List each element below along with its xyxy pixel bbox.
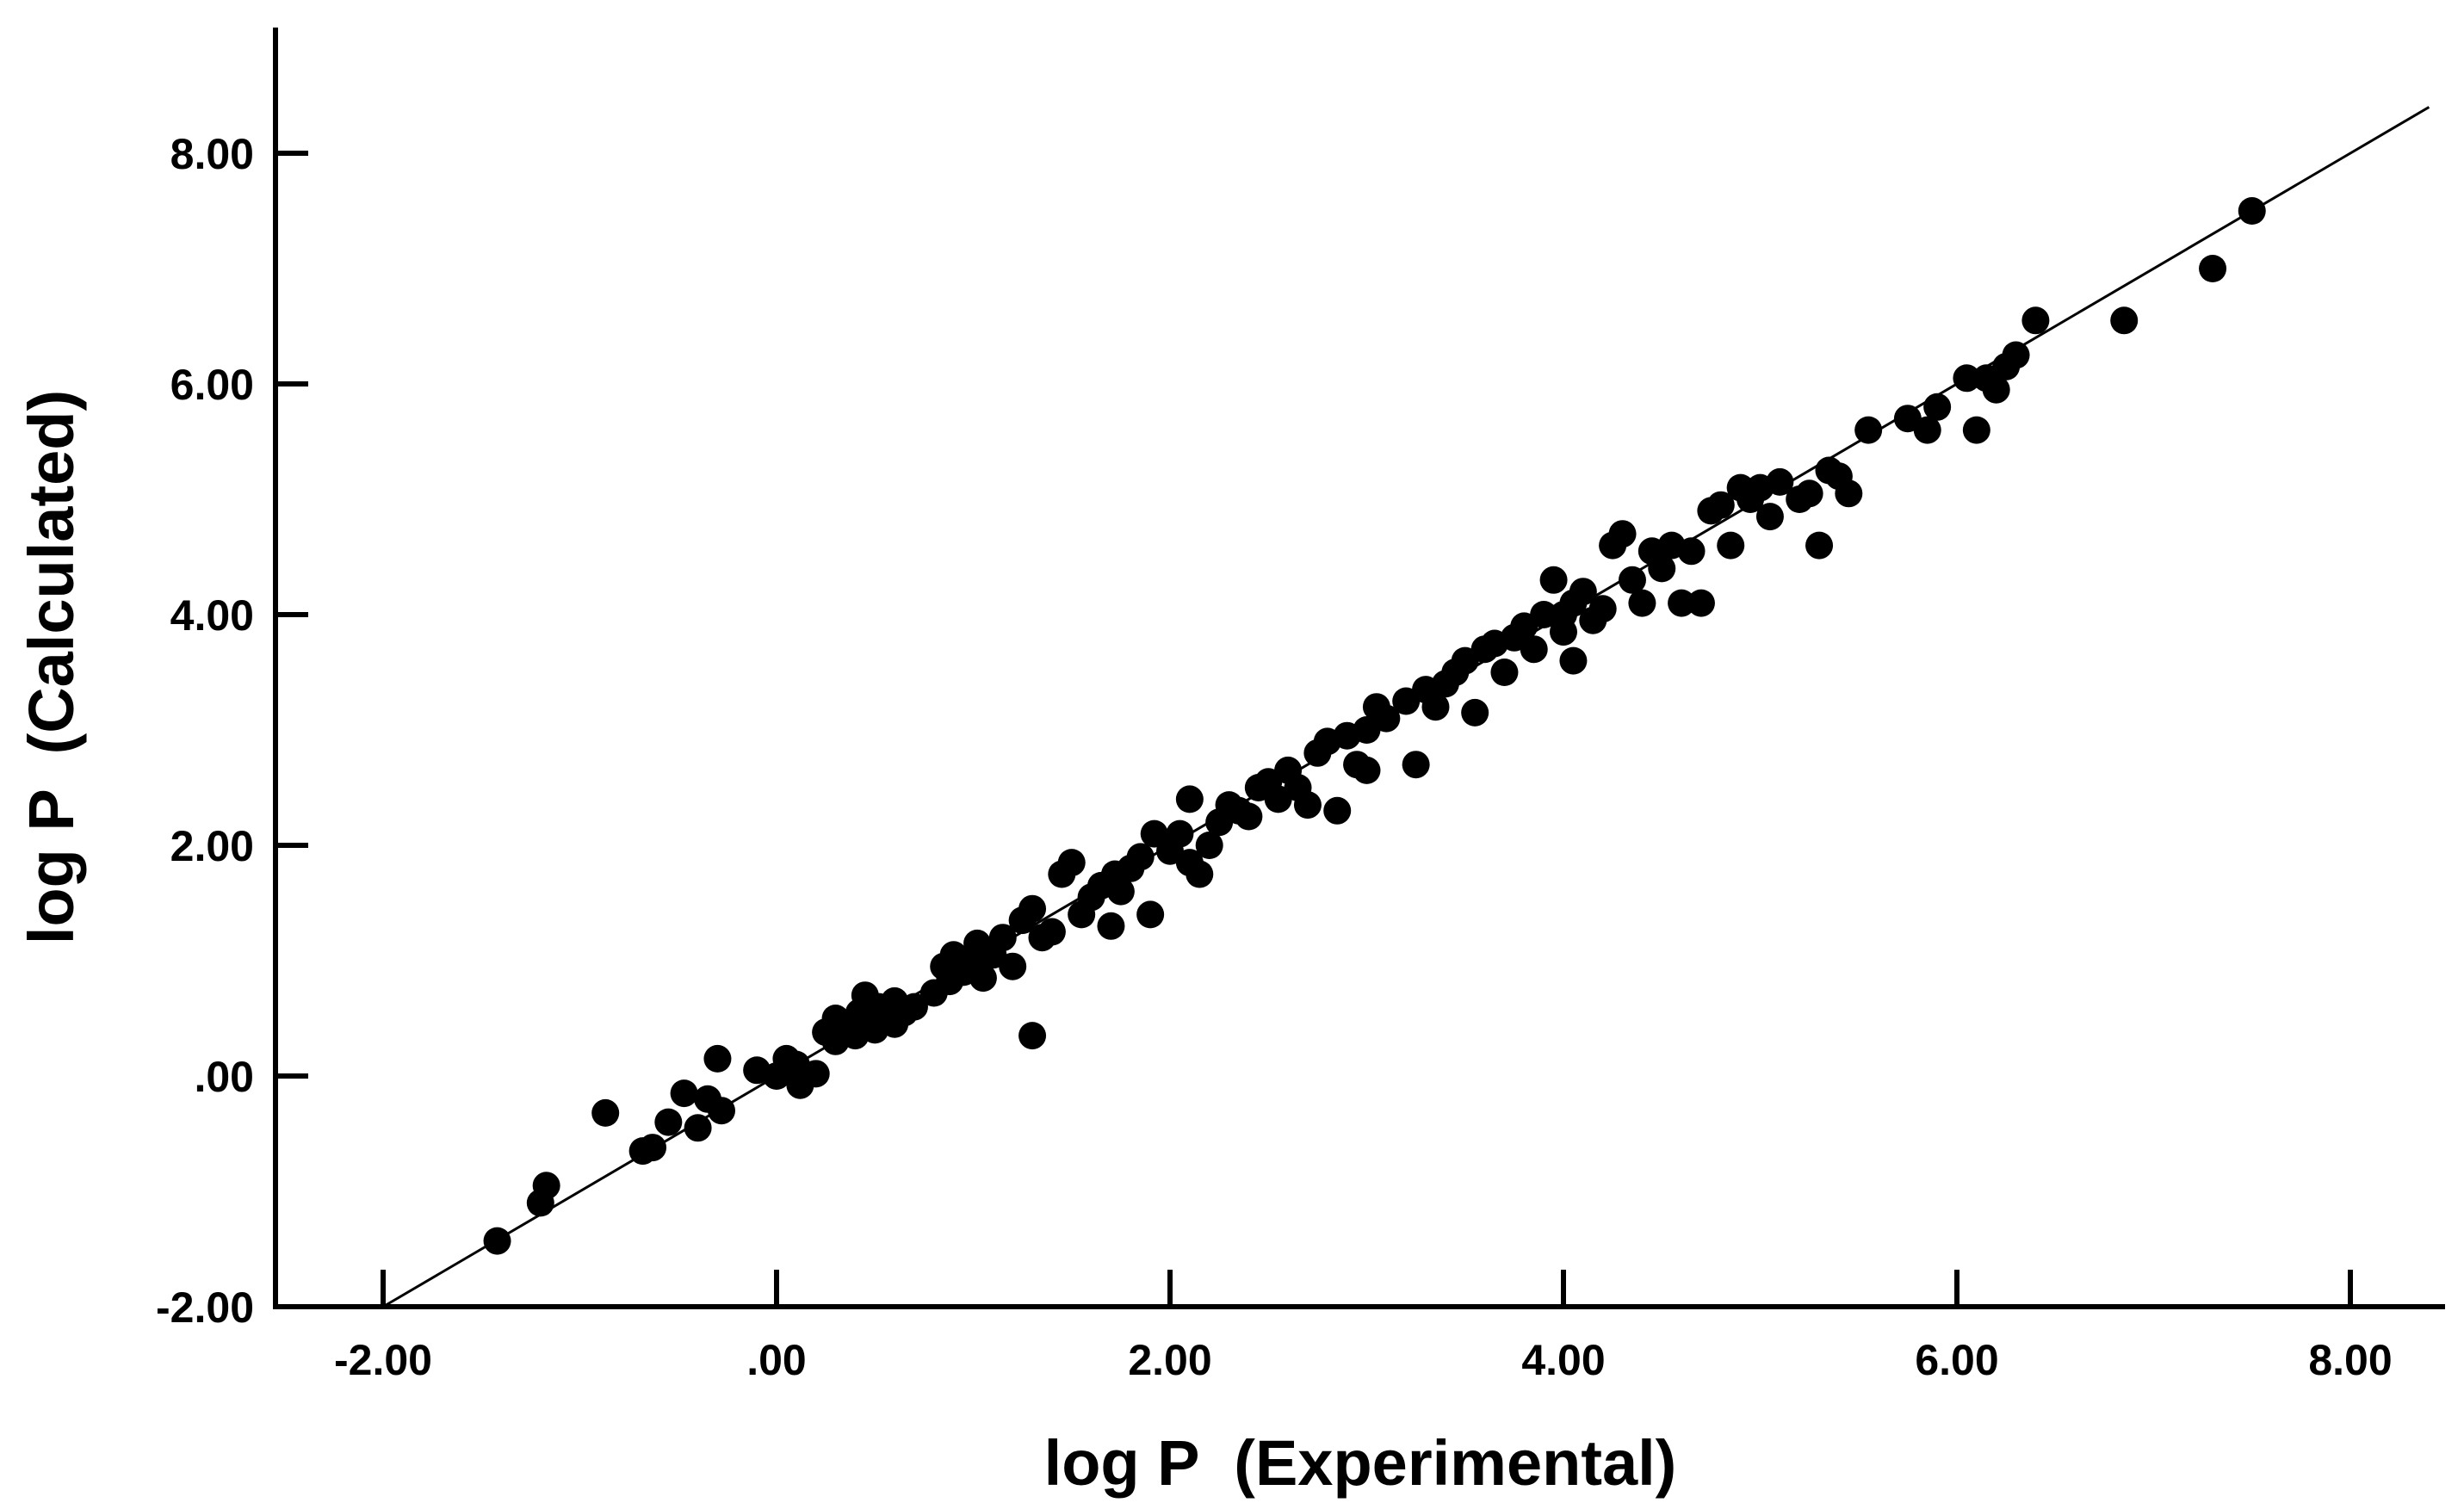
data-point bbox=[1126, 843, 1155, 871]
data-point bbox=[1530, 601, 1558, 628]
x-tick-label: 8.00 bbox=[2308, 1336, 2392, 1384]
data-point bbox=[1461, 698, 1489, 727]
x-tick-labels: -2.00 .00 2.00 4.00 6.00 8.00 bbox=[334, 1336, 2393, 1384]
data-point bbox=[988, 924, 1017, 952]
data-point bbox=[703, 1044, 732, 1073]
plot-area bbox=[273, 28, 2445, 1309]
data-point bbox=[1018, 1022, 1047, 1050]
data-point bbox=[1421, 693, 1450, 721]
data-point bbox=[670, 1079, 698, 1108]
data-point bbox=[1677, 537, 1706, 566]
data-point bbox=[1175, 785, 1204, 813]
data-point bbox=[1854, 416, 1883, 444]
data-point bbox=[2110, 306, 2139, 335]
x-axis-ticks bbox=[381, 1270, 2353, 1307]
x-tick-label: 4.00 bbox=[1521, 1336, 1605, 1384]
data-points bbox=[483, 197, 2266, 1255]
y-tick-label: .00 bbox=[194, 1053, 254, 1101]
data-point bbox=[1717, 531, 1745, 560]
data-point bbox=[1648, 554, 1676, 583]
y-axis-title: log P (Calculated) bbox=[15, 390, 87, 944]
data-point bbox=[802, 1060, 830, 1088]
data-point bbox=[1962, 416, 1990, 444]
data-point bbox=[1913, 416, 1941, 444]
data-point bbox=[1795, 479, 1823, 508]
data-point bbox=[654, 1108, 683, 1136]
data-point bbox=[1166, 819, 1194, 848]
data-point bbox=[1293, 791, 1322, 819]
data-point bbox=[1706, 491, 1735, 519]
data-point bbox=[1569, 578, 1597, 606]
data-point bbox=[2021, 306, 2050, 335]
data-point bbox=[1953, 364, 1981, 393]
data-point bbox=[1235, 802, 1263, 831]
data-point bbox=[1539, 566, 1568, 594]
data-point bbox=[1835, 479, 1863, 508]
data-point bbox=[1037, 918, 1066, 946]
data-point bbox=[1057, 849, 1086, 877]
data-point bbox=[1766, 467, 1794, 496]
x-tick-label: 6.00 bbox=[1915, 1336, 1998, 1384]
y-tick-label: 6.00 bbox=[170, 361, 254, 409]
y-tick-label: 4.00 bbox=[170, 591, 254, 640]
data-point bbox=[1805, 531, 1834, 560]
y-tick-labels: -2.00 .00 2.00 4.00 6.00 8.00 bbox=[156, 130, 254, 1332]
data-point bbox=[1372, 704, 1401, 733]
x-tick-label: .00 bbox=[746, 1336, 807, 1384]
x-tick-label: -2.00 bbox=[334, 1336, 432, 1384]
data-point bbox=[639, 1134, 667, 1162]
data-point bbox=[1186, 860, 1214, 888]
data-point bbox=[483, 1227, 511, 1255]
data-point bbox=[1608, 520, 1637, 548]
data-point bbox=[1550, 618, 1577, 646]
data-point bbox=[1490, 659, 1519, 686]
y-axis-ticks bbox=[275, 151, 308, 1309]
data-point bbox=[1018, 894, 1047, 923]
x-axis-title: log P (Experimental) bbox=[1044, 1427, 1677, 1499]
data-point bbox=[1628, 589, 1656, 617]
x-tick-label: 2.00 bbox=[1128, 1336, 1211, 1384]
data-point bbox=[1687, 589, 1715, 617]
data-point bbox=[1559, 646, 1588, 675]
data-point bbox=[1106, 877, 1135, 906]
y-tick-label: -2.00 bbox=[156, 1283, 254, 1332]
data-point bbox=[1618, 566, 1646, 594]
y-tick-label: 8.00 bbox=[170, 130, 254, 178]
data-point bbox=[2238, 197, 2266, 225]
data-point bbox=[1323, 796, 1352, 825]
data-point bbox=[1668, 589, 1696, 617]
data-point bbox=[708, 1097, 736, 1125]
data-point bbox=[1588, 595, 1617, 623]
data-point bbox=[2002, 341, 2030, 369]
data-point bbox=[1520, 635, 1548, 664]
data-point bbox=[532, 1172, 560, 1200]
data-point bbox=[1195, 832, 1223, 859]
data-point bbox=[2199, 255, 2227, 282]
data-point bbox=[1097, 912, 1125, 940]
data-point bbox=[591, 1098, 620, 1127]
data-point bbox=[1982, 375, 2010, 404]
data-point bbox=[1755, 503, 1784, 531]
data-point bbox=[900, 993, 928, 1021]
data-point bbox=[969, 964, 997, 993]
data-point bbox=[1136, 900, 1165, 929]
data-point bbox=[999, 952, 1027, 980]
data-point bbox=[1923, 393, 1952, 421]
data-point bbox=[684, 1114, 712, 1142]
data-point bbox=[1402, 751, 1430, 779]
data-point bbox=[1353, 756, 1381, 784]
y-tick-label: 2.00 bbox=[170, 822, 254, 870]
